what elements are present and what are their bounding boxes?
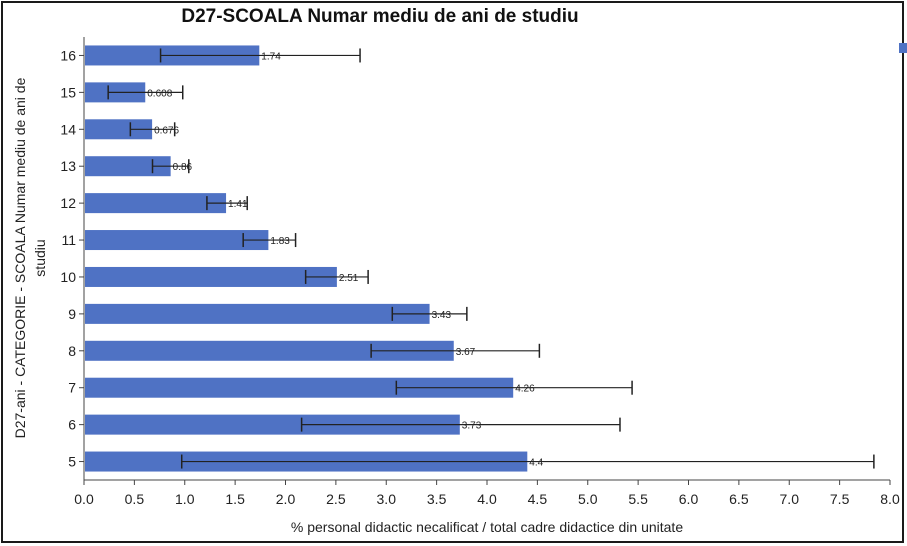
bar[interactable] — [85, 156, 171, 177]
x-axis-ticks: 0.0 0.5 1.0 1.5 2.0 2.5 3.0 3.5 4.0 4.5 5.0 5.5 6.0 6… — [74, 480, 900, 507]
data-label: 0.86 — [173, 162, 193, 173]
x-tick-label: 1.5 — [225, 491, 245, 507]
plot-area: 1.74 0.608 0.676 0.86 1.41 1.83 2.51 3.43 3.67 4.… — [83, 37, 890, 481]
x-tick-label: 0.0 — [74, 491, 94, 507]
x-tick-label: 1.0 — [175, 491, 195, 507]
data-label: 2.51 — [339, 273, 359, 284]
y-axis-label-line: studiu — [32, 239, 48, 276]
x-tick-label: 2.5 — [326, 491, 346, 507]
x-tick-label: 4.0 — [477, 491, 497, 507]
x-tick-label: 5.5 — [628, 491, 648, 507]
bar[interactable] — [85, 119, 153, 140]
y-tick-label: 13 — [60, 158, 76, 174]
y-tick-label: 9 — [68, 306, 76, 322]
y-tick-label: 12 — [60, 195, 76, 211]
y-tick-label: 15 — [60, 84, 76, 100]
x-tick-label: 0.5 — [125, 491, 145, 507]
x-tick-label: 8.0 — [880, 491, 900, 507]
y-tick-label: 11 — [61, 232, 76, 248]
data-label: 3.43 — [432, 310, 452, 321]
bar[interactable] — [85, 193, 227, 214]
x-tick-label: 7.0 — [780, 491, 800, 507]
y-tick-label: 14 — [60, 121, 76, 137]
y-axis-label: D27-ani - CATEGORIE - SCOALA Numar mediu… — [12, 77, 48, 438]
y-tick-label: 6 — [68, 417, 76, 433]
y-tick-label: 7 — [68, 380, 76, 396]
y-tick-label: 10 — [60, 269, 76, 285]
y-axis-ticks: 16 15 14 13 12 11 10 9 8 7 6 5 — [60, 47, 84, 470]
y-axis-label-line: D27-ani - CATEGORIE - SCOALA Numar mediu… — [12, 77, 28, 438]
bar[interactable] — [85, 340, 454, 361]
x-axis-label: % personal didactic necalificat / total … — [291, 519, 683, 535]
data-label: 0.676 — [154, 125, 179, 136]
x-tick-label: 3.0 — [377, 491, 397, 507]
bar[interactable] — [85, 377, 514, 398]
chart-title: D27-SCOALA Numar mediu de ani de studiu — [181, 6, 579, 27]
x-tick-label: 4.5 — [528, 491, 548, 507]
data-label: 4.26 — [515, 384, 535, 395]
data-label: 1.41 — [228, 199, 248, 210]
y-tick-label: 8 — [68, 343, 76, 359]
x-tick-label: 6.5 — [729, 491, 749, 507]
data-label: 3.67 — [456, 347, 476, 358]
bar[interactable] — [85, 230, 269, 251]
x-tick-label: 7.5 — [830, 491, 850, 507]
y-tick-label: 16 — [60, 47, 76, 63]
data-label: 4.4 — [529, 458, 543, 469]
data-label: 1.83 — [270, 236, 290, 247]
x-tick-label: 2.0 — [276, 491, 296, 507]
data-label: 0.608 — [147, 88, 172, 99]
data-label: 3.73 — [462, 421, 482, 432]
bar[interactable] — [85, 266, 337, 287]
x-tick-label: 5.0 — [578, 491, 598, 507]
bar[interactable] — [85, 303, 430, 324]
bar[interactable] — [85, 414, 460, 435]
x-tick-label: 6.0 — [679, 491, 699, 507]
data-label: 1.74 — [261, 51, 281, 62]
legend-marker — [899, 43, 907, 53]
x-tick-label: 3.5 — [427, 491, 447, 507]
y-tick-label: 5 — [68, 454, 76, 470]
